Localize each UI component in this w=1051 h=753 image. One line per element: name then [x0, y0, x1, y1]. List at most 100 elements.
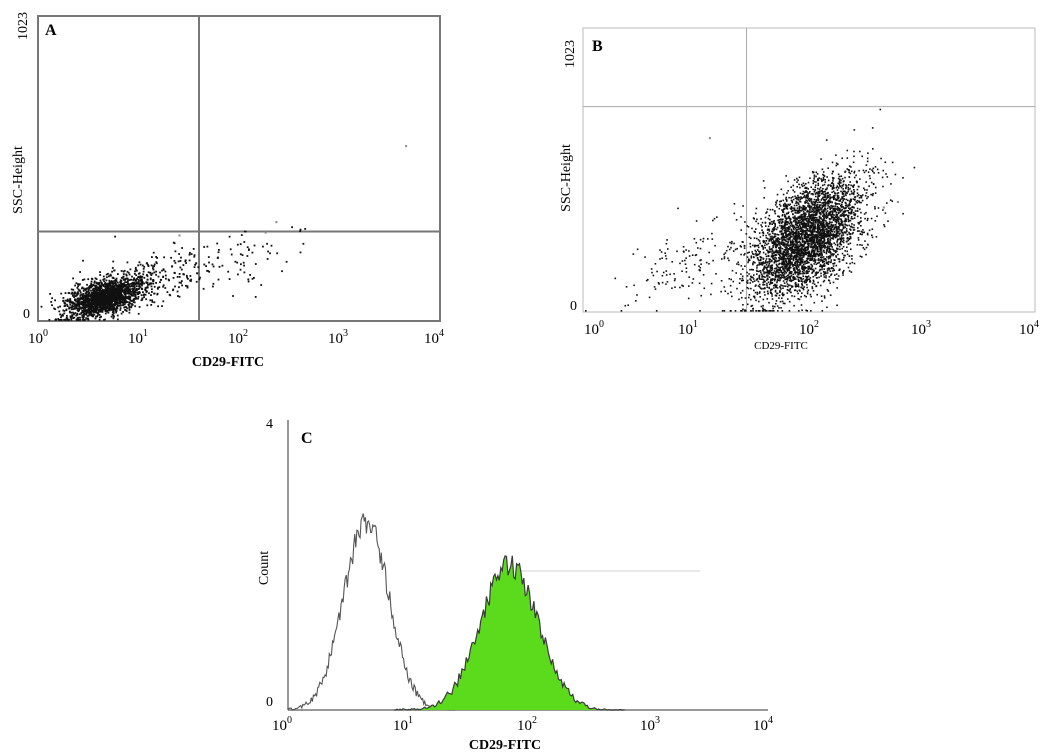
scatter-point [814, 247, 817, 250]
scatter-point [820, 158, 822, 160]
scatter-point [748, 296, 750, 299]
scatter-point [112, 286, 114, 289]
scatter-point [800, 286, 802, 289]
scatter-point [236, 261, 239, 264]
scatter-point [115, 291, 117, 293]
scatter-point [827, 256, 830, 258]
scatter-point [790, 186, 792, 188]
scatter-point [821, 254, 823, 257]
scatter-point [134, 270, 136, 273]
scatter-point [212, 265, 215, 268]
scatter-point [141, 275, 144, 278]
scatter-point [788, 300, 791, 303]
scatter-point [806, 291, 809, 293]
scatter-point [809, 208, 811, 210]
scatter-point [783, 261, 785, 264]
scatter-point [128, 309, 131, 311]
scatter-point [868, 185, 870, 187]
scatter-point [162, 284, 165, 287]
scatter-point [228, 235, 231, 238]
scatter-point [100, 303, 103, 305]
scatter-point [774, 305, 776, 308]
scatter-point [801, 284, 804, 287]
scatter-point [846, 241, 848, 243]
scatter-point [769, 233, 771, 235]
scatter-point [856, 188, 859, 191]
scatter-point [832, 180, 834, 182]
scatter-point [845, 198, 848, 201]
scatter-point [164, 274, 167, 277]
scatter-point [839, 215, 841, 217]
scatter-point [89, 309, 91, 312]
scatter-point [813, 234, 816, 236]
scatter-point [110, 281, 113, 283]
scatter-point [109, 298, 112, 301]
scatter-point [68, 301, 71, 304]
scatter-point [798, 280, 800, 282]
scatter-point [792, 184, 795, 187]
scatter-point [122, 311, 124, 313]
scatter-point [836, 185, 838, 187]
scatter-point [837, 253, 839, 256]
scatter-point [787, 203, 789, 206]
scatter-point [836, 213, 839, 216]
scatter-point [804, 246, 806, 249]
scatter-point [831, 253, 834, 256]
panel-a-x-axis-title: CD29-FITC [192, 355, 264, 370]
scatter-point [823, 213, 825, 215]
scatter-point [728, 278, 731, 280]
scatter-point [111, 307, 113, 310]
scatter-point [789, 287, 792, 290]
scatter-point [116, 284, 118, 287]
scatter-point [86, 293, 89, 296]
scatter-point [90, 311, 93, 314]
scatter-point [853, 176, 856, 179]
scatter-point [81, 279, 84, 281]
scatter-point [851, 255, 853, 257]
scatter-point [827, 245, 829, 247]
scatter-point [130, 283, 133, 285]
scatter-point [125, 283, 127, 286]
scatter-point [243, 230, 246, 233]
scatter-point [756, 293, 759, 295]
scatter-point [782, 264, 785, 266]
scatter-point [783, 269, 785, 272]
scatter-point [776, 305, 779, 307]
scatter-point [94, 305, 97, 307]
scatter-point [93, 310, 96, 313]
scatter-point [765, 255, 768, 258]
scatter-point [92, 298, 94, 300]
scatter-point [863, 248, 866, 251]
scatter-point [91, 300, 93, 303]
scatter-point [784, 263, 787, 266]
scatter-point [823, 183, 826, 186]
scatter-point [85, 292, 88, 295]
scatter-point [769, 223, 771, 225]
scatter-point [86, 287, 89, 290]
scatter-point [788, 252, 790, 255]
scatter-point [840, 234, 843, 237]
scatter-point [798, 200, 801, 203]
scatter-point [802, 287, 804, 289]
scatter-point [830, 234, 833, 236]
scatter-point [71, 314, 74, 316]
scatter-point [848, 202, 851, 205]
scatter-point [167, 278, 170, 281]
scatter-point [815, 220, 817, 223]
scatter-point [822, 209, 825, 212]
scatter-point [801, 279, 803, 281]
scatter-point [816, 218, 819, 221]
scatter-point [811, 249, 814, 252]
scatter-point [796, 196, 798, 199]
scatter-point [126, 307, 129, 310]
scatter-point [64, 292, 67, 294]
scatter-point [227, 270, 230, 273]
scatter-point [790, 223, 793, 225]
scatter-point [759, 310, 761, 312]
scatter-point [771, 269, 773, 272]
scatter-point [785, 198, 787, 200]
scatter-point [781, 263, 783, 266]
scatter-point [845, 220, 848, 222]
scatter-point [814, 189, 817, 191]
scatter-point [866, 157, 869, 160]
